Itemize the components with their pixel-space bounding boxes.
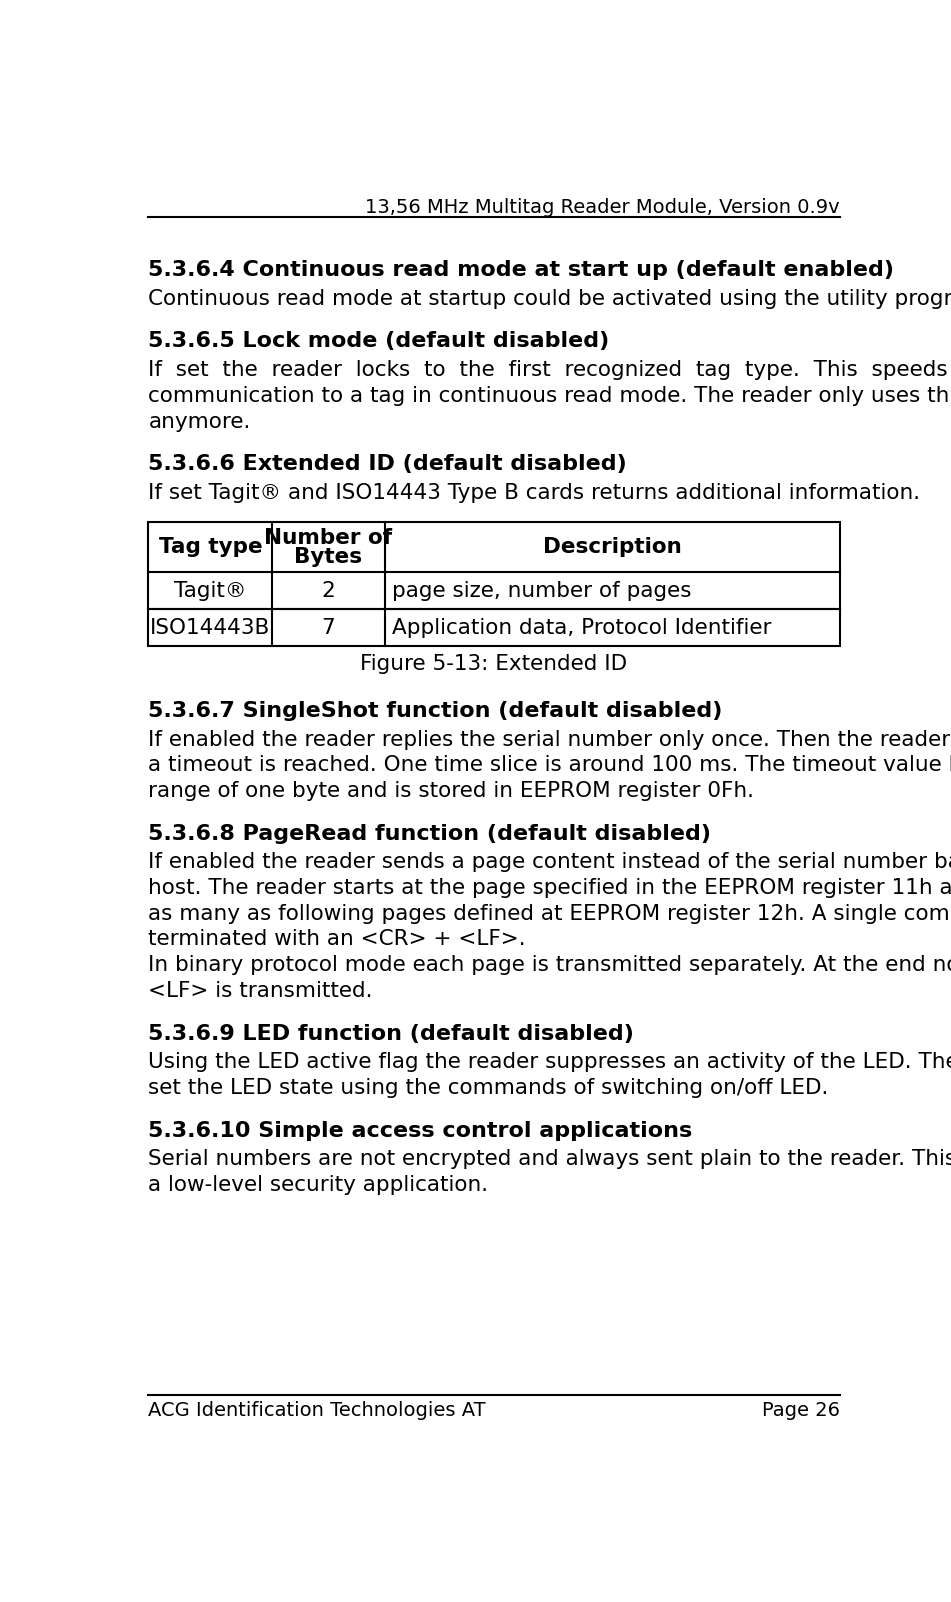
Text: a timeout is reached. One time slice is around 100 ms. The timeout value has the: a timeout is reached. One time slice is …: [148, 755, 951, 775]
Text: Application data, Protocol Identifier: Application data, Protocol Identifier: [393, 618, 772, 638]
Text: 7: 7: [321, 618, 336, 638]
Text: range of one byte and is stored in EEPROM register 0Fh.: range of one byte and is stored in EEPRO…: [148, 782, 754, 801]
Text: Page 26: Page 26: [762, 1402, 840, 1419]
Text: anymore.: anymore.: [148, 412, 251, 431]
Text: Tag type: Tag type: [159, 538, 262, 557]
Text: 2: 2: [321, 582, 336, 601]
Text: 13,56 MHz Multitag Reader Module, Version 0.9v: 13,56 MHz Multitag Reader Module, Versio…: [365, 199, 840, 218]
Text: communication to a tag in continuous read mode. The reader only uses this tag ty: communication to a tag in continuous rea…: [148, 386, 951, 405]
Text: In binary protocol mode each page is transmitted separately. At the end no <CR> : In binary protocol mode each page is tra…: [148, 955, 951, 976]
Text: 5.3.6.4 Continuous read mode at start up (default enabled): 5.3.6.4 Continuous read mode at start up…: [148, 260, 894, 280]
Text: Description: Description: [543, 538, 682, 557]
Text: Continuous read mode at startup could be activated using the utility program.: Continuous read mode at startup could be…: [148, 288, 951, 309]
Text: Tagit®: Tagit®: [174, 582, 246, 601]
Text: 5.3.6.10 Simple access control applications: 5.3.6.10 Simple access control applicati…: [148, 1120, 692, 1141]
Text: Using the LED active flag the reader suppresses an activity of the LED. The user: Using the LED active flag the reader sup…: [148, 1053, 951, 1072]
Text: host. The reader starts at the page specified in the EEPROM register 11h and rea: host. The reader starts at the page spec…: [148, 878, 951, 899]
Text: If enabled the reader sends a page content instead of the serial number back to : If enabled the reader sends a page conte…: [148, 852, 951, 873]
Text: ISO14443B: ISO14443B: [150, 618, 270, 638]
Text: 5.3.6.7 SingleShot function (default disabled): 5.3.6.7 SingleShot function (default dis…: [148, 702, 723, 721]
Text: If  set  the  reader  locks  to  the  first  recognized  tag  type.  This  speed: If set the reader locks to the first rec…: [148, 360, 951, 380]
Text: as many as following pages defined at EEPROM register 12h. A single command is: as many as following pages defined at EE…: [148, 904, 951, 924]
Text: 5.3.6.5 Lock mode (default disabled): 5.3.6.5 Lock mode (default disabled): [148, 332, 610, 351]
Text: Number of: Number of: [264, 527, 393, 548]
Text: ACG Identification Technologies AT: ACG Identification Technologies AT: [148, 1402, 486, 1419]
Text: Serial numbers are not encrypted and always sent plain to the reader. This resul: Serial numbers are not encrypted and alw…: [148, 1149, 951, 1169]
Text: Bytes: Bytes: [295, 548, 362, 567]
Text: If enabled the reader replies the serial number only once. Then the reader waits: If enabled the reader replies the serial…: [148, 729, 951, 750]
Text: Figure 5-13: Extended ID: Figure 5-13: Extended ID: [360, 654, 628, 674]
Text: terminated with an <CR> + <LF>.: terminated with an <CR> + <LF>.: [148, 929, 526, 950]
Text: page size, number of pages: page size, number of pages: [393, 582, 692, 601]
Text: 5.3.6.6 Extended ID (default disabled): 5.3.6.6 Extended ID (default disabled): [148, 453, 627, 474]
Text: If set Tagit® and ISO14443 Type B cards returns additional information.: If set Tagit® and ISO14443 Type B cards …: [148, 482, 921, 503]
Text: set the LED state using the commands of switching on/off LED.: set the LED state using the commands of …: [148, 1078, 828, 1097]
Text: <LF> is transmitted.: <LF> is transmitted.: [148, 980, 373, 1001]
Text: a low-level security application.: a low-level security application.: [148, 1174, 489, 1195]
Text: 5.3.6.8 PageRead function (default disabled): 5.3.6.8 PageRead function (default disab…: [148, 823, 711, 844]
Text: 5.3.6.9 LED function (default disabled): 5.3.6.9 LED function (default disabled): [148, 1024, 634, 1043]
Bar: [148, 522, 840, 647]
